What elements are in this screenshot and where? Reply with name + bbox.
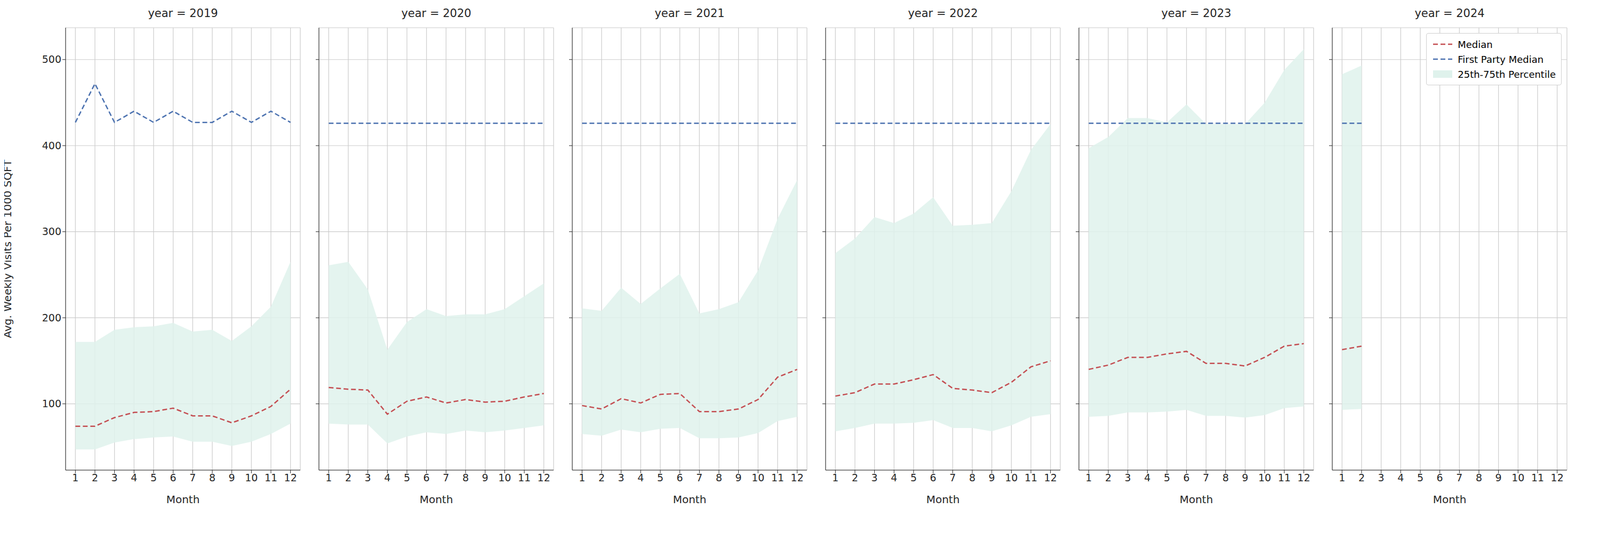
svg-text:7: 7: [189, 472, 196, 484]
svg-text:7: 7: [949, 472, 956, 484]
svg-text:12: 12: [1297, 472, 1311, 484]
svg-text:400: 400: [42, 139, 62, 152]
svg-text:3: 3: [1378, 472, 1385, 484]
html-text:year = 2023: year = 2023: [1161, 6, 1232, 20]
svg-text:7: 7: [442, 472, 450, 484]
svg-text:3: 3: [618, 472, 625, 484]
svg-text:2: 2: [1358, 472, 1365, 484]
svg-text:11: 11: [771, 472, 784, 484]
svg-text:11: 11: [517, 472, 531, 484]
svg-text:5: 5: [910, 472, 917, 484]
svg-text:12: 12: [1550, 472, 1564, 484]
svg-text:3: 3: [364, 472, 372, 484]
svg-text:9: 9: [228, 472, 236, 484]
html-text:year = 2022: year = 2022: [907, 6, 978, 20]
html-text:25th-75th Percentile: 25th-75th Percentile: [1457, 68, 1556, 80]
svg-text:200: 200: [42, 312, 62, 324]
svg-text:4: 4: [1144, 472, 1151, 484]
svg-text:2: 2: [91, 472, 99, 484]
svg-text:11: 11: [1277, 472, 1291, 484]
svg-text:10: 10: [751, 472, 765, 484]
svg-text:2: 2: [345, 472, 352, 484]
svg-text:10: 10: [1258, 472, 1271, 484]
html-text:year = 2020: year = 2020: [401, 6, 472, 20]
svg-text:11: 11: [264, 472, 278, 484]
svg-text:3: 3: [1124, 472, 1132, 484]
svg-text:1: 1: [1338, 472, 1346, 484]
svg-text:6: 6: [170, 472, 177, 484]
svg-text:3: 3: [111, 472, 118, 484]
svg-text:12: 12: [284, 472, 298, 484]
html-text:First Party Median: First Party Median: [1457, 53, 1544, 65]
svg-text:1: 1: [832, 472, 839, 484]
svg-text:8: 8: [715, 472, 723, 484]
svg-text:7: 7: [1202, 472, 1210, 484]
html-text:year = 2019: year = 2019: [147, 6, 218, 20]
svg-text:1: 1: [72, 472, 79, 484]
svg-text:6: 6: [930, 472, 937, 484]
svg-text:4: 4: [637, 472, 644, 484]
svg-text:12: 12: [1044, 472, 1058, 484]
svg-text:10: 10: [1004, 472, 1018, 484]
svg-text:1: 1: [578, 472, 586, 484]
svg-text:9: 9: [1242, 472, 1249, 484]
svg-text:2: 2: [851, 472, 859, 484]
html-text:Median: Median: [1457, 38, 1493, 50]
svg-text:2: 2: [1105, 472, 1112, 484]
svg-text:Month: Month: [673, 493, 707, 507]
svg-text:10: 10: [1511, 472, 1525, 484]
svg-text:4: 4: [130, 472, 138, 484]
svg-text:12: 12: [790, 472, 804, 484]
svg-text:6: 6: [423, 472, 430, 484]
html-text:year = 2024: year = 2024: [1414, 6, 1485, 20]
svg-text:4: 4: [384, 472, 391, 484]
svg-text:9: 9: [735, 472, 742, 484]
svg-text:9: 9: [482, 472, 489, 484]
svg-text:100: 100: [42, 397, 62, 410]
svg-text:3: 3: [871, 472, 878, 484]
svg-text:5: 5: [403, 472, 411, 484]
svg-text:500: 500: [42, 53, 62, 66]
svg-text:12: 12: [537, 472, 551, 484]
svg-text:1: 1: [1085, 472, 1092, 484]
svg-text:Avg. Weekly Visits Per 1000 SQ: Avg. Weekly Visits Per 1000 SQFT: [4, 159, 14, 339]
svg-text:6: 6: [1183, 472, 1190, 484]
svg-text:2: 2: [598, 472, 605, 484]
svg-text:5: 5: [1417, 472, 1424, 484]
svg-text:8: 8: [1222, 472, 1229, 484]
svg-text:Month: Month: [1179, 493, 1214, 507]
svg-text:5: 5: [657, 472, 664, 484]
svg-text:300: 300: [42, 225, 62, 238]
svg-text:8: 8: [1475, 472, 1483, 484]
svg-text:10: 10: [498, 472, 511, 484]
html-text:year = 2021: year = 2021: [654, 6, 725, 20]
svg-text:11: 11: [1024, 472, 1038, 484]
svg-text:4: 4: [890, 472, 898, 484]
svg-text:11: 11: [1531, 472, 1544, 484]
svg-text:6: 6: [676, 472, 684, 484]
svg-text:8: 8: [969, 472, 976, 484]
svg-text:Month: Month: [166, 493, 200, 507]
svg-text:9: 9: [988, 472, 996, 484]
svg-text:5: 5: [1163, 472, 1171, 484]
svg-text:9: 9: [1495, 472, 1502, 484]
svg-text:7: 7: [696, 472, 703, 484]
svg-text:6: 6: [1436, 472, 1444, 484]
svg-text:7: 7: [1456, 472, 1463, 484]
svg-text:10: 10: [244, 472, 258, 484]
svg-text:8: 8: [462, 472, 469, 484]
svg-text:Month: Month: [1433, 493, 1467, 507]
svg-text:Month: Month: [926, 493, 960, 507]
svg-text:8: 8: [209, 472, 216, 484]
svg-text:5: 5: [150, 472, 157, 484]
svg-text:Month: Month: [419, 493, 454, 507]
svg-text:1: 1: [325, 472, 332, 484]
svg-text:4: 4: [1397, 472, 1404, 484]
